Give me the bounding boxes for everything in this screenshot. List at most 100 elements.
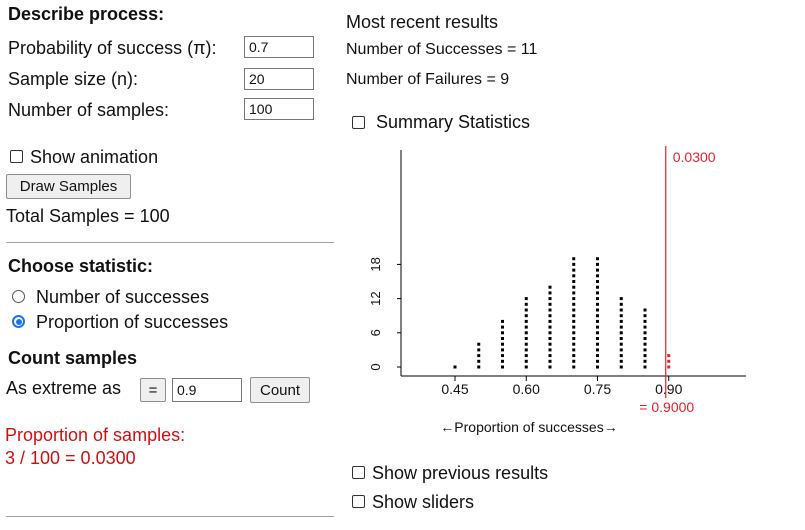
show-previous-results-label: Show previous results [372,463,549,483]
dot [477,365,481,369]
successes-count-text: Number of Successes = 11 [346,41,538,58]
show-sliders-checkbox[interactable] [352,495,365,508]
dot [619,348,623,352]
failures-count-text: Number of Failures = 9 [346,71,510,88]
dot [501,365,504,369]
dot [453,365,457,369]
dot [643,331,647,335]
dot [524,314,528,318]
probability-label: Probability of success (π): [8,38,217,58]
dot [619,365,623,369]
dot [643,342,647,346]
dot [572,274,576,278]
dot [596,319,599,323]
number-of-samples-input[interactable] [244,98,314,120]
dot [643,359,647,363]
count-button[interactable]: Count [250,377,310,403]
dot [667,359,671,363]
dot [572,285,576,289]
sample-size-input[interactable] [244,68,314,90]
dot [524,348,528,352]
dot [501,348,504,352]
comparison-operator-select[interactable]: = [140,378,166,402]
dot [572,302,576,306]
dot [643,325,647,329]
dot [477,359,481,363]
total-samples-text: Total Samples = 100 [6,206,170,226]
dot [596,342,599,346]
divider-bottom [6,516,334,517]
radio-proportion-of-successes[interactable] [12,315,25,328]
x-tick-label: 0.60 [513,381,540,397]
dot [548,337,552,340]
dot [477,342,481,346]
dot [643,348,647,352]
dot [572,257,576,261]
dot [524,325,528,329]
dot [572,262,576,266]
dot [596,365,599,369]
dot [667,354,671,358]
dot [619,319,623,323]
dot [501,359,504,363]
dot [548,314,552,318]
number-of-successes-label: Number of successes [36,287,210,307]
dot [572,342,576,346]
dot [596,354,599,358]
proportion-of-samples-value: 3 / 100 = 0.0300 [5,448,136,468]
dot [572,331,576,335]
dot [548,308,552,312]
dot [524,342,528,346]
dot [548,302,552,306]
dot [596,291,599,295]
dot [596,308,599,312]
dot [524,331,528,335]
probability-input[interactable] [244,36,314,58]
dot [572,291,576,295]
as-extreme-as-label: As extreme as [6,378,122,398]
dot [596,331,599,335]
dot [643,365,647,369]
describe-process-heading: Describe process: [8,4,165,24]
dot [572,325,576,329]
dot [548,297,552,301]
dot [596,359,599,363]
dot [619,297,623,301]
dotplot-chart: 0 6 12 18 0.45 0.60 0.75 0.90 0.0300 = 0.9000 ←… [368,146,746,435]
dot [524,319,528,323]
dot [619,354,623,358]
dot [572,319,576,323]
most-recent-results-heading: Most recent results [346,12,499,32]
show-previous-results-checkbox[interactable] [352,466,365,479]
dot [619,331,623,335]
radio-number-of-successes[interactable] [12,290,25,303]
dot [596,325,599,329]
y-tick-label: 12 [368,291,383,305]
dot [596,314,599,318]
dot [548,325,552,329]
count-samples-heading: Count samples [8,348,138,368]
proportion-of-samples-label: Proportion of samples: [5,425,186,445]
dot [572,297,576,301]
dot [524,308,528,312]
dot [596,337,599,340]
x-tick-label: 0.75 [584,381,611,397]
dot [524,297,528,301]
y-tick-label: 0 [368,363,383,370]
show-sliders-label: Show sliders [372,492,475,512]
dot [524,337,528,340]
dot [596,280,599,283]
draw-samples-button[interactable]: Draw Samples [6,174,131,199]
dot [643,337,647,340]
show-animation-checkbox[interactable] [10,150,23,163]
dot [572,337,576,340]
summary-statistics-checkbox[interactable] [352,116,365,129]
dot [643,319,647,323]
dot [524,359,528,363]
dot [477,348,481,352]
dot [501,319,504,323]
extreme-value-input[interactable] [172,378,242,402]
proportion-of-successes-label: Proportion of successes [36,312,229,332]
dot [596,297,599,301]
dot [524,365,528,369]
